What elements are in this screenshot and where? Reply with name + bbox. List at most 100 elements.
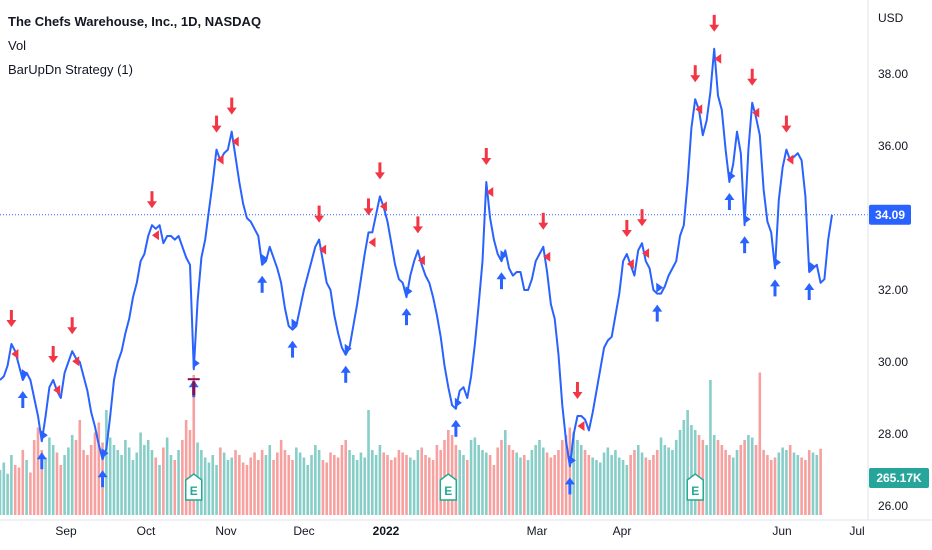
volume-bar	[450, 435, 454, 515]
long-entry-arrow	[804, 283, 815, 300]
volume-bar	[716, 440, 720, 515]
earnings-icon[interactable]: E	[439, 473, 458, 501]
volume-bar	[203, 457, 207, 515]
volume-bar	[10, 455, 13, 515]
volume-bar	[671, 450, 674, 515]
volume-bar	[245, 465, 249, 515]
volume-bar	[112, 445, 116, 515]
volume-bar	[272, 460, 275, 515]
volume-bar	[538, 440, 541, 515]
volume-bar	[766, 455, 769, 515]
volume-bar	[207, 462, 211, 515]
volume-bar	[431, 460, 435, 515]
volume-bar	[143, 445, 146, 515]
volume-bar	[0, 470, 2, 515]
volume-bar	[819, 448, 822, 515]
price-tick-label: 28.00	[878, 427, 908, 441]
volume-bar	[367, 410, 370, 515]
volume-bar	[374, 455, 378, 515]
volume-bar	[484, 452, 488, 515]
volume-bar	[773, 457, 777, 515]
volume-bar	[44, 457, 47, 515]
volume-bar	[560, 440, 564, 515]
time-label-mar: Mar	[527, 524, 548, 538]
earnings-icon[interactable]: E	[686, 473, 704, 501]
volume-bar	[363, 457, 367, 515]
volume-bar	[17, 467, 21, 515]
volume-bar	[188, 430, 192, 515]
volume-bar	[165, 437, 169, 515]
legend-symbol-title[interactable]: The Chefs Warehouse, Inc., 1D, NASDAQ	[8, 14, 262, 29]
volume-bar	[739, 445, 743, 515]
volume-bar	[576, 440, 579, 515]
price-axis[interactable]: USD 38.0036.0034.0032.0030.0028.0026.00 …	[867, 0, 932, 520]
volume-bar	[135, 452, 139, 515]
volume-bar	[674, 440, 678, 515]
volume-bar	[815, 455, 819, 515]
volume-bar	[644, 457, 648, 515]
volume-bar	[519, 457, 522, 515]
volume-bar	[769, 460, 773, 515]
volume-bar	[515, 452, 518, 515]
signal-marker	[101, 448, 109, 459]
volume-bar	[401, 452, 405, 515]
signal-marker	[486, 187, 494, 197]
volume-bar	[477, 445, 480, 515]
volume-bar	[545, 452, 549, 515]
long-entry-arrow	[564, 477, 575, 495]
svg-text:E: E	[444, 484, 452, 498]
short-entry-arrow	[211, 115, 222, 133]
volume-bar	[507, 445, 511, 515]
signal-marker	[500, 250, 508, 261]
volume-bar	[2, 462, 6, 515]
legend-volume-indicator[interactable]: Vol	[8, 38, 27, 53]
volume-bar	[355, 460, 359, 515]
signal-marker	[21, 369, 29, 379]
price-tick-label: 38.00	[878, 67, 908, 81]
volume-bar	[526, 460, 530, 515]
volume-bar	[541, 447, 545, 515]
volume-bar	[173, 460, 177, 515]
volume-bar	[591, 457, 594, 515]
volume-bar	[211, 455, 215, 515]
volume-bar	[393, 457, 397, 515]
signal-marker	[543, 251, 551, 262]
volume-bar	[728, 455, 731, 515]
signal-marker	[291, 318, 299, 329]
volume-bar	[724, 450, 727, 515]
short-entry-arrow	[621, 220, 632, 237]
legend-strategy-indicator[interactable]: BarUpDn Strategy (1)	[8, 62, 133, 77]
short-entry-arrow	[747, 68, 758, 86]
volume-bar	[777, 452, 781, 515]
volume-bar	[690, 425, 693, 515]
volume-bar	[306, 465, 310, 515]
volume-bar	[253, 452, 256, 515]
signal-marker	[53, 385, 61, 395]
volume-bar	[314, 445, 317, 515]
volume-bar	[534, 445, 537, 515]
signal-marker	[642, 248, 650, 259]
earnings-icon[interactable]: E	[185, 473, 203, 501]
time-label-sep: Sep	[55, 524, 77, 538]
volume-bar	[279, 440, 283, 515]
volume-bar	[325, 462, 329, 515]
long-entry-arrow	[257, 275, 268, 293]
time-axis[interactable]: Sep Oct Nov Dec 2022 Mar Apr Jun Jul	[0, 519, 932, 550]
volume-bar	[260, 450, 264, 515]
signal-marker	[40, 430, 48, 441]
volume-bar	[595, 460, 598, 515]
last-price-badge: 34.09	[869, 204, 911, 225]
time-label-2022: 2022	[373, 524, 400, 538]
long-entry-arrow	[36, 452, 47, 470]
volume-bar	[511, 450, 515, 515]
chart-legend: The Chefs Warehouse, Inc., 1D, NASDAQ Vo…	[8, 10, 261, 82]
volume-bar	[682, 420, 686, 515]
price-tick-label: 26.00	[878, 499, 908, 513]
svg-text:34.09: 34.09	[875, 208, 905, 222]
volume-bar	[697, 435, 701, 515]
volume-bar	[333, 455, 336, 515]
volume-bar	[127, 447, 131, 515]
volume-bar	[405, 455, 408, 515]
